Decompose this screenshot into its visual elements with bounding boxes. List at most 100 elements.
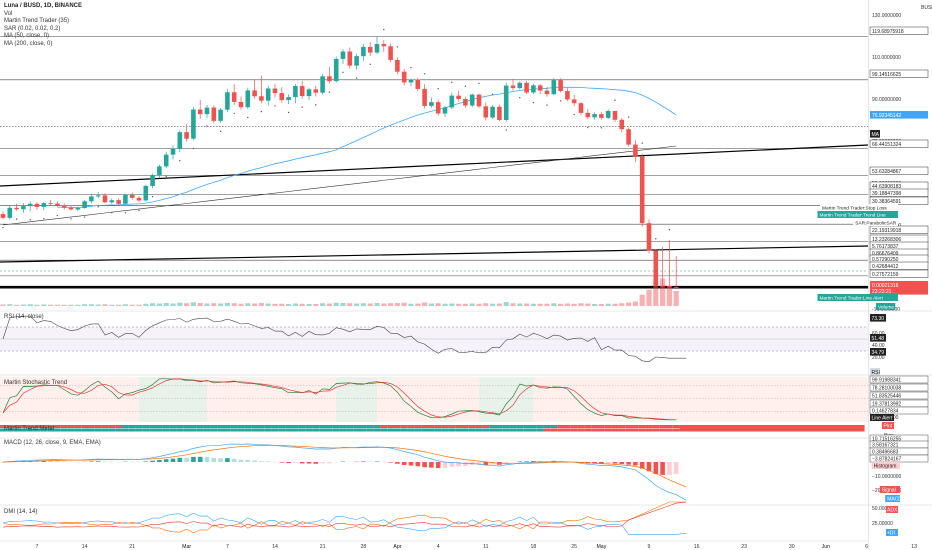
- volume-bar: [82, 304, 88, 306]
- candle-body: [61, 205, 67, 208]
- meter-cell-bottom: [285, 428, 292, 432]
- candle-body: [123, 194, 128, 204]
- meter-cell-bottom: [332, 428, 340, 432]
- meter-cell-top: [550, 425, 558, 428]
- meter-cell-top: [400, 425, 408, 428]
- meter-cell-top: [638, 425, 646, 428]
- volume-bar: [564, 303, 570, 306]
- volume-bar: [496, 303, 502, 306]
- price-tag: 0.27572159: [872, 272, 899, 278]
- candle-body: [626, 129, 631, 145]
- candle-body: [252, 90, 257, 97]
- candle-body: [170, 148, 176, 155]
- meter-cell-bottom: [326, 428, 333, 432]
- volume-bar: [34, 304, 40, 306]
- meter-cell-bottom: [557, 428, 564, 432]
- volume-bar: [639, 294, 645, 306]
- meter-cell-top: [6, 425, 14, 428]
- volume-bar: [524, 303, 530, 306]
- macd-histogram-bar: [361, 461, 366, 462]
- legend-symbol: Luna / BUSD, 1D, BINANCE: [4, 3, 83, 9]
- macd-histogram-bar: [259, 461, 264, 462]
- meter-cell-top: [434, 425, 442, 428]
- time-tick-label: 11: [483, 544, 488, 550]
- rsi-tick-label: 40.00: [872, 343, 885, 349]
- candle-body: [463, 99, 468, 106]
- candle: [660, 246, 665, 288]
- candle: [191, 106, 196, 141]
- candle: [157, 164, 162, 178]
- meter-cell-bottom: [60, 428, 68, 432]
- meter-cell-top: [353, 425, 360, 428]
- volume-bar: [48, 304, 54, 306]
- candle: [225, 89, 230, 113]
- candle-body: [469, 94, 475, 106]
- candle-body: [143, 185, 149, 201]
- time-tick-label: 30: [789, 544, 795, 550]
- sar-dot: [383, 28, 385, 31]
- stoch-tag-bg: [869, 406, 929, 415]
- volume-bar: [279, 303, 285, 306]
- sar-dot: [287, 111, 290, 114]
- candle-body: [225, 92, 230, 110]
- volume-bar: [530, 303, 536, 306]
- macd-histogram-bar: [225, 458, 230, 462]
- candle: [89, 194, 94, 204]
- candle-body: [211, 107, 217, 121]
- macd-histogram-bar: [211, 457, 217, 462]
- meter-cell-bottom: [414, 428, 422, 432]
- candle: [68, 205, 74, 211]
- meter-cell-bottom: [570, 428, 578, 432]
- volume-bar: [598, 304, 604, 306]
- candle-body: [184, 132, 189, 139]
- time-tick-label: Jun: [822, 544, 830, 550]
- price-tick-label: 110.0000000: [872, 55, 901, 61]
- meter-cell-bottom: [428, 428, 435, 432]
- meter-cell-top: [346, 425, 354, 428]
- indicator-badge-bg: [853, 219, 898, 226]
- meter-cell-top: [26, 425, 34, 428]
- candle: [55, 201, 60, 208]
- meter-cell-bottom: [441, 428, 449, 432]
- candle: [41, 201, 47, 211]
- macd-histogram-bar: [306, 462, 312, 464]
- macd-histogram-bar: [41, 461, 47, 462]
- rsi-title: RSI (14, close): [4, 314, 44, 320]
- macd-tick-label: −10.0000000: [872, 474, 902, 480]
- volume-bar: [585, 303, 591, 306]
- meter-cell-bottom: [210, 428, 218, 432]
- stoch-tag: 99.91988341: [872, 378, 901, 384]
- candle-body: [497, 106, 502, 120]
- stoch-tag-bg: [882, 422, 894, 429]
- volume-bar: [503, 302, 509, 306]
- meter-cell-top: [251, 425, 258, 428]
- candle-body: [490, 106, 495, 118]
- candle: [435, 99, 441, 116]
- candle-body: [14, 207, 19, 210]
- volume-bar: [510, 303, 516, 306]
- meter-cell-top: [564, 425, 571, 428]
- price-tag-bg: [869, 188, 929, 197]
- candle-body: [415, 79, 421, 89]
- legend-ma200: MA (200, close, 0): [4, 40, 53, 47]
- volume-bar: [238, 303, 244, 306]
- volume-bar: [102, 304, 108, 306]
- indicator-badge-bg: [817, 211, 898, 218]
- meter-cell-top: [13, 425, 20, 428]
- candle-body: [82, 201, 87, 208]
- ma200-tag-bg: [870, 130, 880, 138]
- candle-body: [218, 109, 223, 121]
- candle-body: [272, 88, 278, 94]
- meter-cell-bottom: [543, 428, 551, 432]
- meter-cell-top: [428, 425, 435, 428]
- meter-cell-top: [523, 425, 530, 428]
- volume-bar: [537, 303, 543, 306]
- candle: [109, 198, 115, 205]
- candle-body: [340, 51, 346, 59]
- time-tick-label: 23: [741, 544, 747, 550]
- meter-cell-top: [332, 425, 340, 428]
- meter-cell-top: [88, 425, 95, 428]
- candle-body: [361, 46, 366, 57]
- volume-bar: [333, 302, 339, 306]
